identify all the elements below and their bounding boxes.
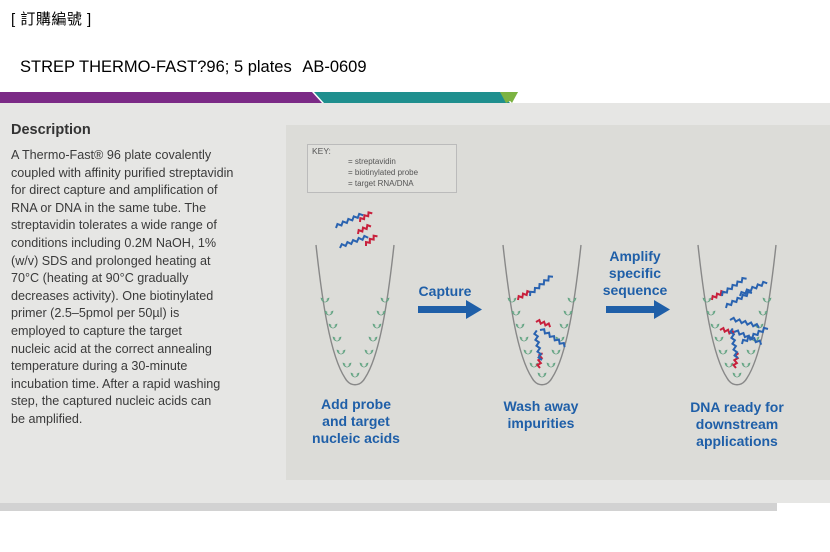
catalog-number: AB-0609	[302, 58, 367, 76]
description-line: be amplified.	[11, 411, 83, 426]
description-line: step, the captured nucleic acids can	[11, 394, 212, 409]
description-title: Description	[11, 122, 91, 138]
amplify-label-line: specific	[608, 265, 662, 281]
key-title: KEY:	[312, 146, 331, 156]
capture-label: Capture	[418, 283, 472, 299]
description-line: A Thermo-Fast® 96 plate covalently	[11, 148, 212, 162]
step2-caption-line: impurities	[507, 415, 575, 431]
amplify-label-line: sequence	[602, 282, 668, 298]
description-line: for direct capture and amplification of	[11, 183, 218, 198]
capture-arrow	[418, 300, 482, 319]
key-item-target: = target RNA/DNA	[348, 179, 414, 188]
key-item-probe: = biotinylated probe	[348, 168, 419, 177]
description-line: coupled with affinity purified streptavi…	[11, 165, 234, 180]
description-line: RNA or DNA in the same tube. The	[11, 200, 207, 215]
footer-divider	[0, 503, 777, 511]
tube-add-probe	[315, 209, 395, 386]
step1-caption-line: and target	[322, 413, 390, 429]
description-text: A Thermo-Fast® 96 plate covalently coupl…	[11, 147, 273, 429]
amplify-label-line: Amplify	[609, 248, 661, 264]
step3-caption-line: downstream	[695, 416, 779, 432]
product-name: STREP THERMO-FAST?96; 5 plates	[20, 58, 292, 76]
step3-caption: DNA ready for downstream applications	[672, 399, 802, 450]
tube-dna-ready	[697, 244, 777, 386]
description-line: (w/v) SDS and prolonged heating at	[11, 253, 211, 268]
color-band	[0, 92, 518, 103]
description-line: streptavidin tolerates a wide range of	[11, 218, 217, 233]
description-line: incubation time. After a rapid washing	[11, 376, 221, 391]
description-line: conditions including 0.2M NaOH, 1%	[11, 235, 217, 250]
description-line: 70°C (heating at 90°C gradually	[11, 271, 189, 286]
step2-caption: Wash away impurities	[480, 398, 602, 432]
legend-key: KEY: = streptavidin = biotinylated probe…	[307, 144, 457, 193]
key-item-streptavidin: = streptavidin	[348, 157, 396, 166]
order-number-label: [ 訂購編號 ]	[11, 11, 92, 28]
step1-caption: Add probe and target nucleic acids	[296, 396, 416, 447]
description-line: employed to capture the target	[11, 323, 182, 338]
amplify-label: Amplify specific sequence	[592, 248, 678, 299]
step2-caption-line: Wash away	[503, 398, 579, 414]
step3-caption-line: applications	[696, 433, 778, 449]
tube-wash	[502, 244, 582, 386]
amplify-arrow	[606, 300, 670, 319]
step1-caption-line: nucleic acids	[312, 430, 400, 446]
description-line: nucleic acid at the correct annealing	[11, 341, 212, 356]
description-line: temperature during a 30-minute	[11, 359, 188, 374]
description-line: decreases activity). One biotinylated	[11, 288, 214, 303]
product-line: STREP THERMO-FAST?96; 5 plates AB-0609	[20, 58, 367, 77]
step3-caption-line: DNA ready for	[690, 399, 784, 415]
step1-caption-line: Add probe	[321, 396, 391, 412]
description-line: primer (2.5–5pmol per 50µl) is	[11, 306, 180, 321]
